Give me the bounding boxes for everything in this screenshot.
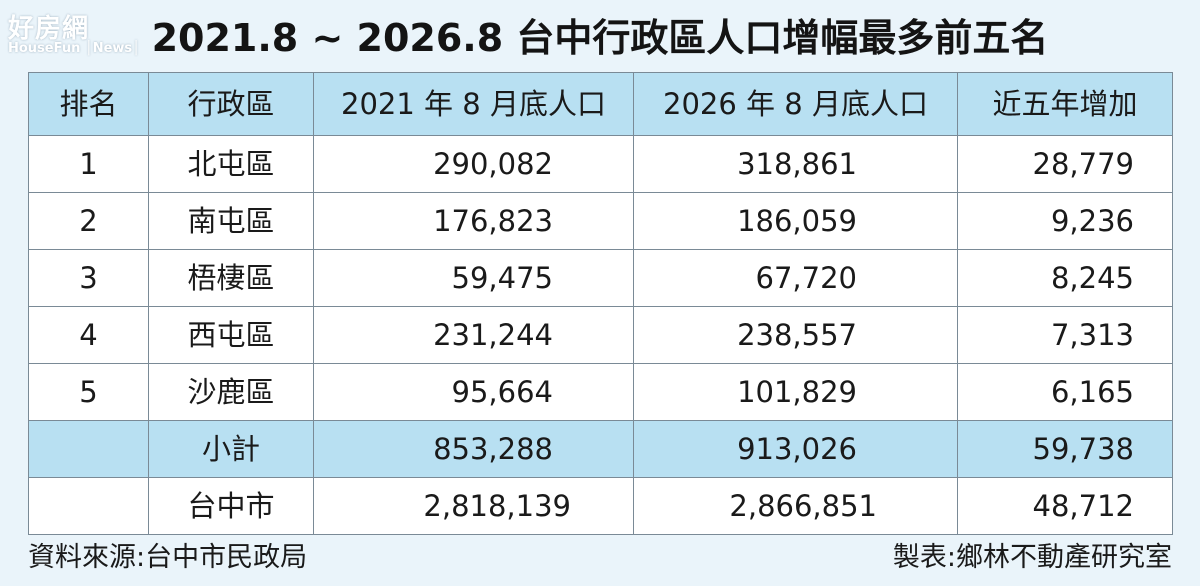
city-increase: 48,712 xyxy=(957,477,1173,535)
cell-increase: 7,313 xyxy=(957,306,1173,364)
cell-rank-empty xyxy=(28,420,149,478)
population-table: 排名 行政區 2021 年 8 月底人口 2026 年 8 月底人口 近五年增加… xyxy=(28,72,1173,535)
cell-pop-2026: 101,829 xyxy=(633,363,958,421)
subtotal-increase: 59,738 xyxy=(957,420,1173,478)
cell-rank: 4 xyxy=(28,306,149,364)
table-row: 3 梧棲區 59,475 67,720 8,245 xyxy=(28,249,1173,307)
cell-pop-2021: 59,475 xyxy=(313,249,634,307)
cell-pop-2026: 67,720 xyxy=(633,249,958,307)
cell-rank: 2 xyxy=(28,192,149,250)
header-pop-2021: 2021 年 8 月底人口 xyxy=(313,72,634,136)
table-title: 2021.8 ~ 2026.8 台中行政區人口增幅最多前五名 xyxy=(151,16,1049,60)
watermark-sub: HouseFun │News│ xyxy=(8,41,140,56)
cell-pop-2026: 318,861 xyxy=(633,135,958,193)
table-row: 5 沙鹿區 95,664 101,829 6,165 xyxy=(28,363,1173,421)
cell-rank-empty xyxy=(28,477,149,535)
source-note: 資料來源:台中市民政局 xyxy=(28,542,308,573)
cell-district: 沙鹿區 xyxy=(148,363,314,421)
cell-increase: 28,779 xyxy=(957,135,1173,193)
cell-increase: 6,165 xyxy=(957,363,1173,421)
watermark-brand: 好房網 xyxy=(8,14,90,44)
city-pop-2026: 2,866,851 xyxy=(633,477,958,535)
credit-note: 製表:鄉林不動產研究室 xyxy=(892,542,1172,573)
cell-rank: 3 xyxy=(28,249,149,307)
header-rank: 排名 xyxy=(28,72,149,136)
subtotal-label: 小計 xyxy=(148,420,314,478)
header-district: 行政區 xyxy=(148,72,314,136)
table-row: 2 南屯區 176,823 186,059 9,236 xyxy=(28,192,1173,250)
subtotal-pop-2021: 853,288 xyxy=(313,420,634,478)
subtotal-row: 小計 853,288 913,026 59,738 xyxy=(28,420,1173,478)
city-total-row: 台中市 2,818,139 2,866,851 48,712 xyxy=(28,477,1173,535)
cell-district: 梧棲區 xyxy=(148,249,314,307)
cell-pop-2021: 95,664 xyxy=(313,363,634,421)
cell-pop-2026: 186,059 xyxy=(633,192,958,250)
cell-increase: 8,245 xyxy=(957,249,1173,307)
cell-pop-2021: 290,082 xyxy=(313,135,634,193)
cell-pop-2021: 176,823 xyxy=(313,192,634,250)
cell-rank: 1 xyxy=(28,135,149,193)
cell-pop-2026: 238,557 xyxy=(633,306,958,364)
header-pop-2026: 2026 年 8 月底人口 xyxy=(633,72,958,136)
city-pop-2021: 2,818,139 xyxy=(313,477,634,535)
table-row: 1 北屯區 290,082 318,861 28,779 xyxy=(28,135,1173,193)
housefun-watermark-logo: 好房網 HouseFun │News│ xyxy=(8,8,178,60)
cell-increase: 9,236 xyxy=(957,192,1173,250)
table-row: 4 西屯區 231,244 238,557 7,313 xyxy=(28,306,1173,364)
cell-district: 北屯區 xyxy=(148,135,314,193)
cell-pop-2021: 231,244 xyxy=(313,306,634,364)
cell-district: 西屯區 xyxy=(148,306,314,364)
table-header-row: 排名 行政區 2021 年 8 月底人口 2026 年 8 月底人口 近五年增加 xyxy=(28,72,1173,136)
header-increase: 近五年增加 xyxy=(957,72,1173,136)
cell-rank: 5 xyxy=(28,363,149,421)
cell-district: 南屯區 xyxy=(148,192,314,250)
subtotal-pop-2026: 913,026 xyxy=(633,420,958,478)
city-label: 台中市 xyxy=(148,477,314,535)
